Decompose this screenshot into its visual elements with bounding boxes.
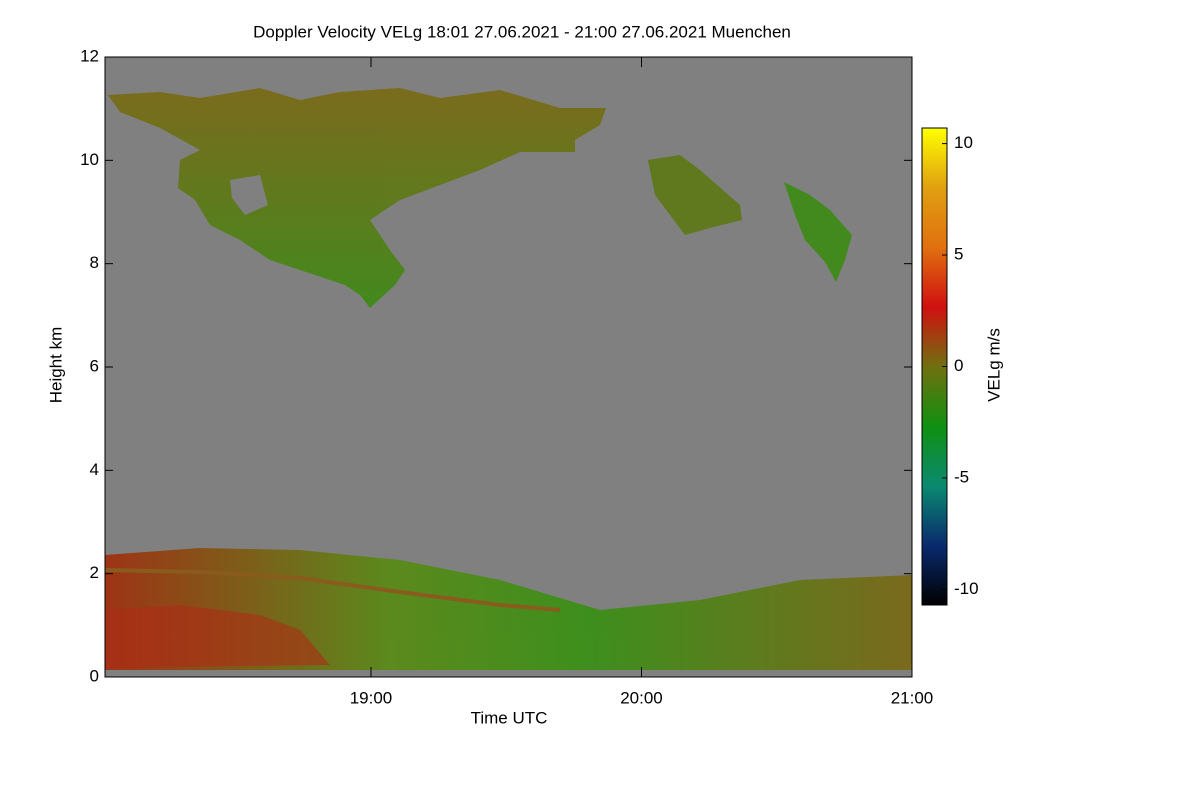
colorbar-tick-label: 5: [954, 245, 963, 264]
colorbar-tick-label: 10: [954, 133, 973, 152]
y-tick-label: 6: [90, 356, 99, 375]
cirrus-cloud: [108, 88, 606, 308]
y-tick-label: 12: [80, 46, 99, 65]
colorbar-tick-label: -5: [954, 467, 969, 486]
colorbar-label: VELg m/s: [984, 328, 1003, 402]
y-tick-label: 8: [90, 253, 99, 272]
cloud: [648, 155, 742, 235]
cloud: [784, 182, 852, 282]
boundary-layer-core: [105, 605, 330, 668]
colorbar-tick-label: -10: [954, 579, 979, 598]
x-tick-label: 21:00: [891, 688, 934, 707]
y-tick-label: 10: [80, 150, 99, 169]
cloud-gap: [230, 175, 268, 215]
y-tick-label: 4: [90, 460, 99, 479]
x-axis-label: Time UTC: [471, 708, 548, 727]
x-tick-label: 19:00: [350, 688, 393, 707]
chart-title: Doppler Velocity VELg 18:01 27.06.2021 -…: [253, 22, 791, 41]
echo-areas: [104, 88, 912, 670]
layer-line: [104, 568, 561, 612]
y-axis-label: Height km: [46, 327, 65, 404]
colorbar-tick-label: 0: [954, 356, 963, 375]
y-tick-label: 0: [90, 666, 99, 685]
y-tick-label: 2: [90, 563, 99, 582]
x-tick-label: 20:00: [620, 688, 663, 707]
